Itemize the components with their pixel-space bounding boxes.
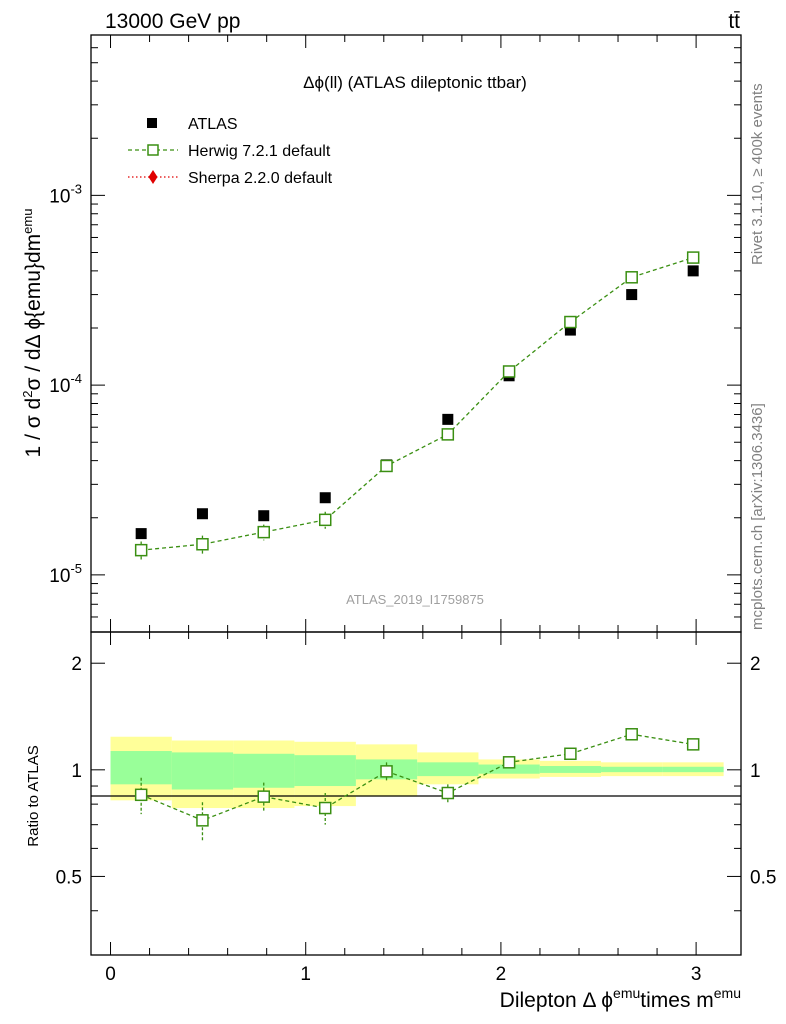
legend-marker-atlas xyxy=(147,118,157,128)
herwig-main-point-1 xyxy=(196,538,209,551)
herwig-ratio-point-9 xyxy=(686,738,700,751)
herwig-main-point-6 xyxy=(502,365,516,378)
ratio-y-tick-label-left-2: 2 xyxy=(71,654,82,675)
atlas-point-3 xyxy=(319,492,331,504)
ratio-band-inner-7 xyxy=(539,766,602,773)
herwig-ratio-point-7 xyxy=(564,747,577,761)
herwig-main-point-4 xyxy=(380,459,393,473)
herwig-ratio-point-6 xyxy=(502,756,516,769)
x-tick-label-3: 3 xyxy=(691,964,702,985)
ratio-bands-layer xyxy=(110,736,724,809)
herwig-main-point-0 xyxy=(134,543,148,557)
rivet-version-label: Rivet 3.1.10, ≥ 400k events xyxy=(749,83,766,265)
ratio-y-tick-label-right-1: 1 xyxy=(750,761,761,782)
legend: ATLAS Herwig 7.2.1 default Sherpa 2.2.0 … xyxy=(128,116,333,187)
plot-title: Δϕ(ll) (ATLAS dileptonic ttbar) xyxy=(303,73,527,92)
herwig-main-point-9 xyxy=(686,251,700,264)
ratio-panel-frame xyxy=(90,631,742,956)
herwig-main-point-2 xyxy=(257,525,270,539)
ratio-band-inner-2 xyxy=(233,753,295,788)
ratio-y-tick-label-right-0.5: 0.5 xyxy=(750,867,776,888)
ratio-y-tick-label-left-0.5: 0.5 xyxy=(56,867,82,888)
herwig-ratio-point-1 xyxy=(196,814,209,827)
x-tick-label-0: 0 xyxy=(105,964,116,985)
analysis-id-label: ATLAS_2019_I1759875 xyxy=(346,592,484,607)
axis-ticks-layer xyxy=(91,34,741,955)
herwig-main-point-3 xyxy=(318,513,332,527)
main-y-axis-title: 1 / σ d2σ / dΔ ϕ{emu}dmemu xyxy=(20,209,45,458)
atlas-point-9 xyxy=(687,265,699,277)
series-lines-layer xyxy=(140,256,694,822)
x-tick-label-1: 1 xyxy=(300,964,311,985)
herwig-main-point-7 xyxy=(564,315,577,329)
atlas-point-0 xyxy=(135,528,147,540)
legend-marker-herwig xyxy=(147,144,159,156)
herwig-ratio-point-2 xyxy=(257,790,270,803)
ratio-band-inner-9 xyxy=(662,766,724,773)
atlas-point-1 xyxy=(196,508,208,520)
main-y-tick-label--3: 10-3 xyxy=(49,181,82,207)
herwig-ratio-line xyxy=(140,733,694,822)
herwig-main-point-5 xyxy=(441,428,455,441)
main-y-tick-label--4: 10-4 xyxy=(49,371,82,397)
header-beam-label: 13000 GeV pp xyxy=(105,10,240,33)
legend-marker-sherpa xyxy=(148,170,158,184)
ratio-y-axis-title: Ratio to ATLAS xyxy=(25,745,42,846)
herwig-ratio-point-5 xyxy=(441,786,455,800)
ratio-band-inner-6 xyxy=(478,764,540,774)
legend-label-herwig: Herwig 7.2.1 default xyxy=(188,143,331,160)
atlas-point-2 xyxy=(258,510,270,522)
header-process-label: tt̄ xyxy=(728,10,740,33)
herwig-ratio-point-3 xyxy=(318,801,332,815)
herwig-main-point-8 xyxy=(625,271,638,284)
ratio-band-inner-1 xyxy=(171,752,234,790)
ratio-band-inner-8 xyxy=(601,766,663,773)
legend-label-atlas: ATLAS xyxy=(188,116,238,133)
tick-labels-layer: 0 1 2 3 10-5 10-4 10-3 0.5 0.5 1 1 2 2 xyxy=(49,181,776,985)
herwig-main-line xyxy=(141,256,694,551)
main-y-tick-label--5: 10-5 xyxy=(49,561,82,587)
herwig-ratio-point-8 xyxy=(625,728,638,741)
x-axis-title: Dilepton Δ ϕemutimes memu xyxy=(500,985,741,1012)
herwig-ratio-point-0 xyxy=(134,788,148,802)
ratio-band-inner-5 xyxy=(417,762,479,777)
ratio-y-tick-label-left-1: 1 xyxy=(71,761,82,782)
x-tick-label-2: 2 xyxy=(496,964,507,985)
herwig-ratio-point-4 xyxy=(380,765,393,778)
mcplots-label: mcplots.cern.ch [arXiv:1306.3436] xyxy=(749,403,766,630)
legend-label-sherpa: Sherpa 2.2.0 default xyxy=(188,170,333,187)
ratio-y-tick-label-right-2: 2 xyxy=(750,654,761,675)
ratio-band-inner-3 xyxy=(294,755,356,787)
atlas-point-7 xyxy=(564,324,576,336)
markers-layer xyxy=(134,251,700,827)
atlas-point-8 xyxy=(626,289,638,301)
atlas-point-5 xyxy=(442,413,454,425)
